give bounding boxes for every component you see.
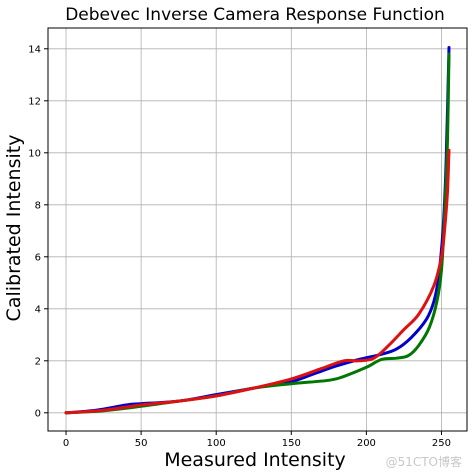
y-tick-label: 8 bbox=[35, 200, 41, 211]
x-tick-label: 150 bbox=[282, 438, 301, 449]
plot-frame bbox=[47, 27, 468, 432]
y-tick-label: 12 bbox=[28, 96, 41, 107]
chart-title: Debevec Inverse Camera Response Function bbox=[65, 5, 445, 25]
ticks: 0 50 100 150 200 250 0 2 4 6 8 10 12 14 bbox=[28, 44, 451, 449]
y-tick-label: 4 bbox=[35, 304, 41, 315]
watermark: @51CTO博客 bbox=[386, 454, 462, 469]
x-tick-label: 100 bbox=[207, 438, 226, 449]
y-axis-label: Calibrated Intensity bbox=[3, 135, 25, 322]
y-tick-label: 14 bbox=[28, 44, 41, 55]
x-axis-label: Measured Intensity bbox=[164, 449, 346, 471]
x-tick-label: 250 bbox=[432, 438, 451, 449]
y-tick-label: 6 bbox=[35, 252, 41, 263]
series-line-3 bbox=[64, 148, 451, 415]
y-tick-label: 0 bbox=[35, 408, 41, 419]
x-tick-label: 50 bbox=[135, 438, 148, 449]
x-tick-label: 200 bbox=[357, 438, 376, 449]
y-tick-label: 2 bbox=[35, 356, 41, 367]
grid bbox=[48, 28, 467, 431]
series-layer bbox=[64, 46, 451, 415]
y-tick-label: 10 bbox=[28, 148, 41, 159]
series-line-2 bbox=[64, 52, 451, 415]
x-tick-label: 0 bbox=[63, 438, 69, 449]
